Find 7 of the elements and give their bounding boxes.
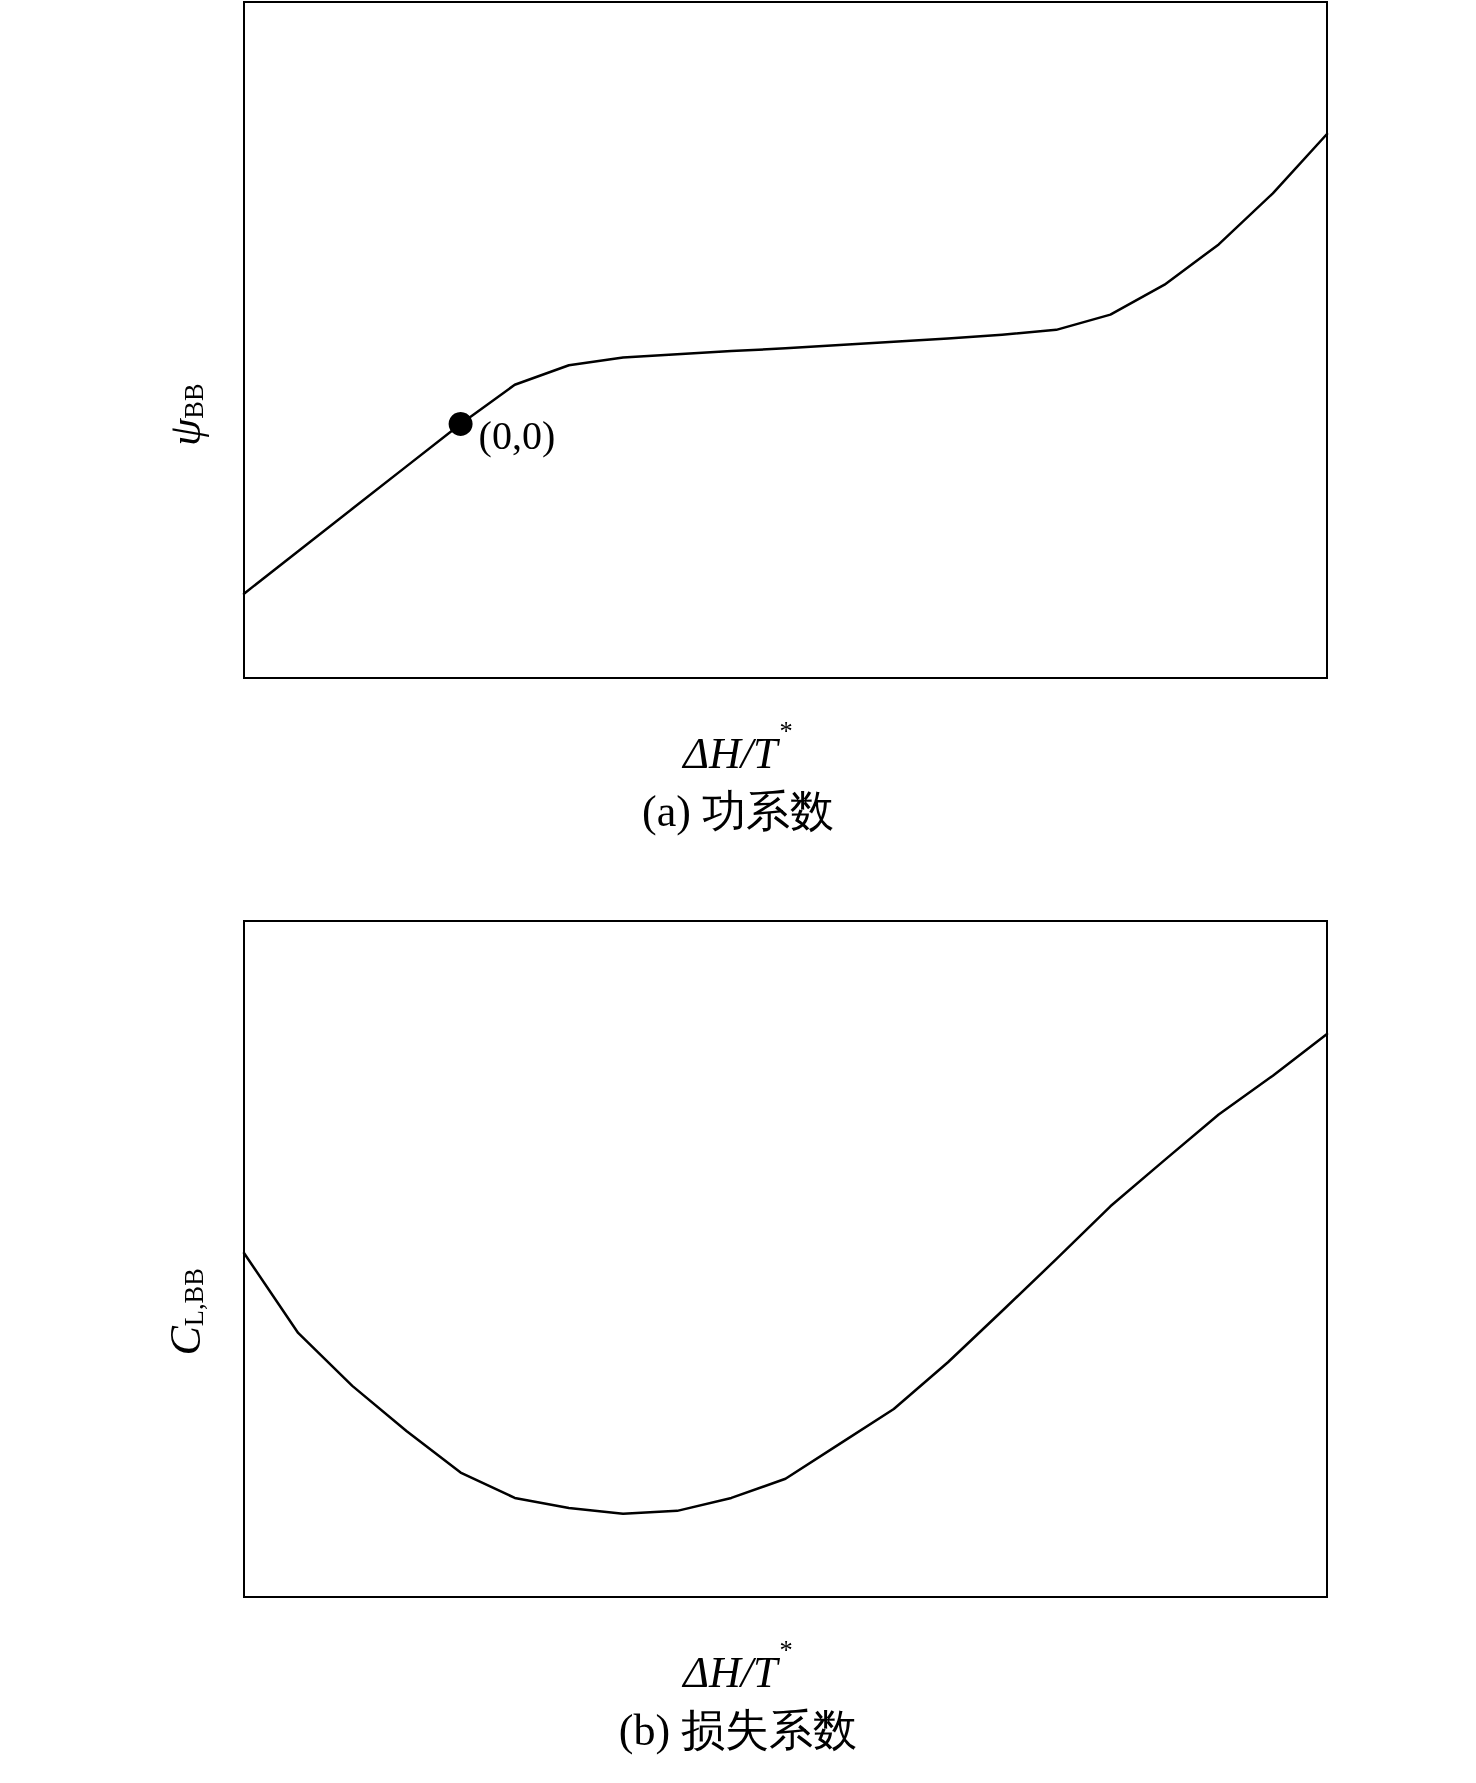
y-axis-title: CL,BB: [160, 1268, 210, 1356]
x-axis-title: ΔH/T*: [681, 1635, 793, 1697]
text: (a) 功系数: [642, 787, 834, 837]
x-axis-title: ΔH/T*: [681, 716, 793, 778]
text: (b) 损失系数: [618, 1706, 858, 1756]
annotation: (0,0): [478, 413, 556, 459]
y-axis-title: ψBB: [160, 383, 210, 446]
